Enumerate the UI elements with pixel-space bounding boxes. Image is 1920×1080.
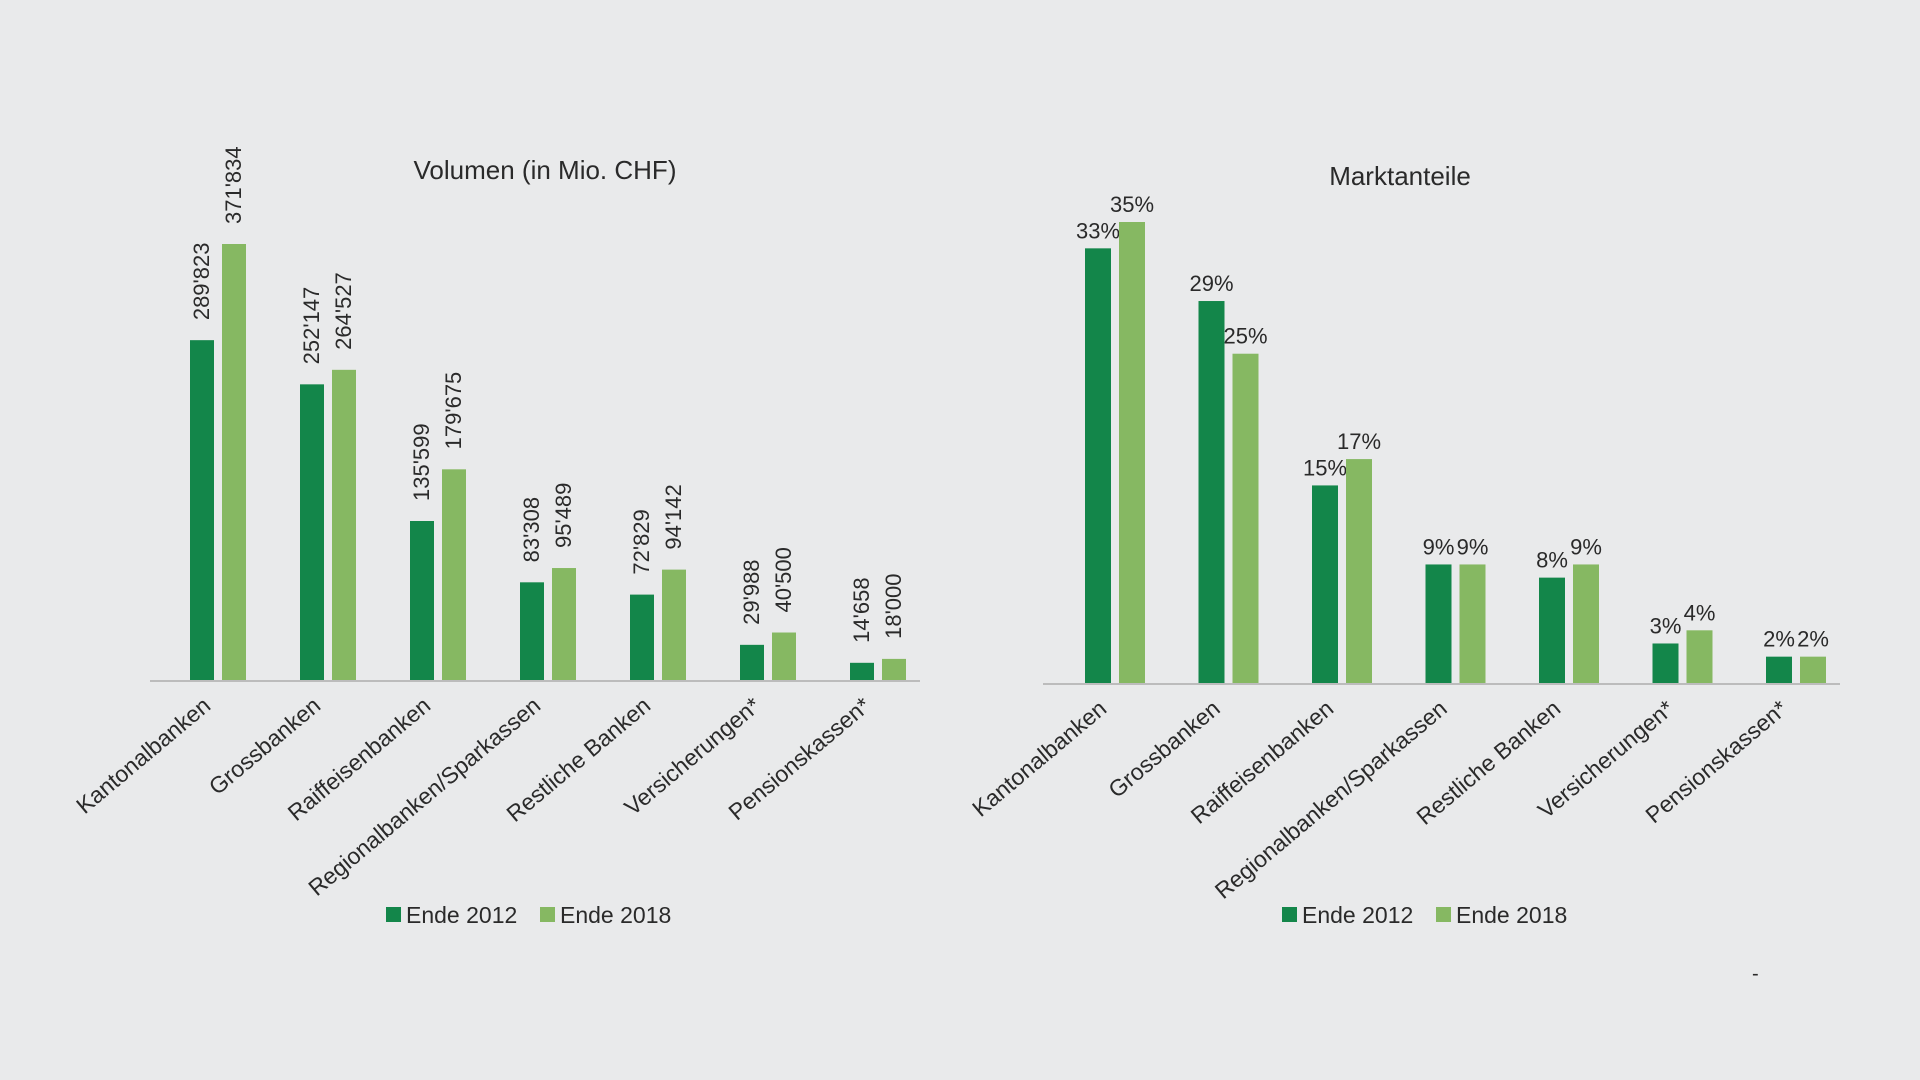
bar-regionalbanken-sparkassen-ende-2018	[1459, 564, 1486, 683]
data-label: 2%	[1763, 627, 1795, 652]
bar-grossbanken-ende-2012	[300, 384, 324, 680]
bar-pensionskassen-ende-2012	[850, 662, 874, 680]
data-label: 252'147	[299, 287, 324, 365]
data-label: 9%	[1570, 534, 1602, 559]
volume-chart: Volumen (in Mio. CHF) 289'823 371'834 Kanto…	[71, 146, 920, 928]
bar-regionalbanken-sparkassen-ende-2012	[1425, 564, 1452, 683]
data-label: 289'823	[189, 243, 214, 321]
bar-versicherungen-ende-2012	[740, 644, 764, 680]
legend-label: Ende 2018	[1456, 902, 1567, 928]
data-label: 35%	[1110, 192, 1154, 217]
data-label: 95'489	[551, 483, 576, 548]
legend-swatch	[1436, 907, 1451, 922]
bar-raiffeisenbanken-ende-2012	[410, 521, 434, 680]
chart-title: Marktanteile	[1329, 161, 1471, 191]
data-label: 14'658	[849, 577, 874, 642]
bar-kantonalbanken-ende-2012	[1085, 248, 1111, 684]
data-label: 179'675	[441, 372, 466, 450]
data-label: 18'000	[881, 574, 906, 639]
bar-kantonalbanken-ende-2012	[190, 340, 214, 680]
data-label: 4%	[1684, 600, 1716, 625]
data-label: 40'500	[771, 547, 796, 612]
category-label: Grossbanken	[1103, 695, 1225, 803]
bar-kantonalbanken-ende-2018	[222, 244, 246, 680]
legend-label: Ende 2012	[406, 902, 517, 928]
legend: Ende 2012 Ende 2018	[1282, 902, 1567, 928]
data-label: 3%	[1650, 613, 1682, 638]
data-label: 29%	[1189, 271, 1233, 296]
data-label: 8%	[1536, 548, 1568, 573]
bar-restliche-banken-ende-2018	[1573, 564, 1599, 683]
bar-grossbanken-ende-2018	[1232, 353, 1259, 683]
category-label: Regionalbanken/Sparkassen	[1210, 695, 1452, 904]
data-label: 264'527	[331, 272, 356, 350]
data-label: 135'599	[409, 423, 434, 501]
footer-mark: -	[1752, 963, 1759, 985]
bar-restliche-banken-ende-2012	[630, 594, 654, 680]
bar-versicherungen-ende-2012	[1652, 643, 1679, 683]
bar-regionalbanken-sparkassen-ende-2012	[520, 582, 544, 680]
bar-restliche-banken-ende-2012	[1539, 577, 1565, 683]
data-label: 33%	[1076, 218, 1120, 243]
legend: Ende 2012 Ende 2018	[386, 902, 671, 928]
data-label: 371'834	[221, 146, 246, 224]
legend-swatch	[1282, 907, 1297, 922]
bar-versicherungen-ende-2018	[1686, 630, 1713, 683]
data-label: 83'308	[519, 497, 544, 562]
bar-grossbanken-ende-2012	[1198, 301, 1225, 683]
bar-versicherungen-ende-2018	[772, 632, 796, 680]
legend-swatch	[540, 907, 555, 922]
data-label: 15%	[1303, 455, 1347, 480]
bar-regionalbanken-sparkassen-ende-2018	[552, 568, 576, 680]
data-label: 29'988	[739, 559, 764, 624]
category-label: Kantonalbanken	[71, 692, 215, 819]
bar-pensionskassen-ende-2012	[1766, 656, 1792, 683]
bar-kantonalbanken-ende-2018	[1119, 222, 1145, 683]
category-label: Kantonalbanken	[967, 695, 1111, 822]
bar-pensionskassen-ende-2018	[882, 658, 906, 680]
bar-raiffeisenbanken-ende-2018	[1346, 459, 1372, 683]
legend-label: Ende 2018	[560, 902, 671, 928]
data-label: 72'829	[629, 509, 654, 574]
bar-raiffeisenbanken-ende-2012	[1312, 485, 1338, 683]
data-label: 9%	[1457, 534, 1489, 559]
data-label: 2%	[1797, 627, 1829, 652]
market-share-chart: Marktanteile 33%35% Kantonalbanken 29% 25% Gr…	[967, 161, 1840, 928]
data-label: 9%	[1423, 534, 1455, 559]
data-label: 17%	[1337, 429, 1381, 454]
data-label: 25%	[1223, 324, 1267, 349]
legend-label: Ende 2012	[1302, 902, 1413, 928]
legend-swatch	[386, 907, 401, 922]
category-label: Grossbanken	[204, 692, 326, 800]
data-label: 94'142	[661, 484, 686, 549]
category-label: Regionalbanken/Sparkassen	[303, 692, 545, 901]
bar-pensionskassen-ende-2018	[1800, 656, 1826, 683]
bar-grossbanken-ende-2018	[332, 369, 356, 680]
bar-raiffeisenbanken-ende-2018	[442, 469, 466, 680]
bar-restliche-banken-ende-2018	[662, 569, 686, 680]
chart-title: Volumen (in Mio. CHF)	[414, 155, 677, 185]
